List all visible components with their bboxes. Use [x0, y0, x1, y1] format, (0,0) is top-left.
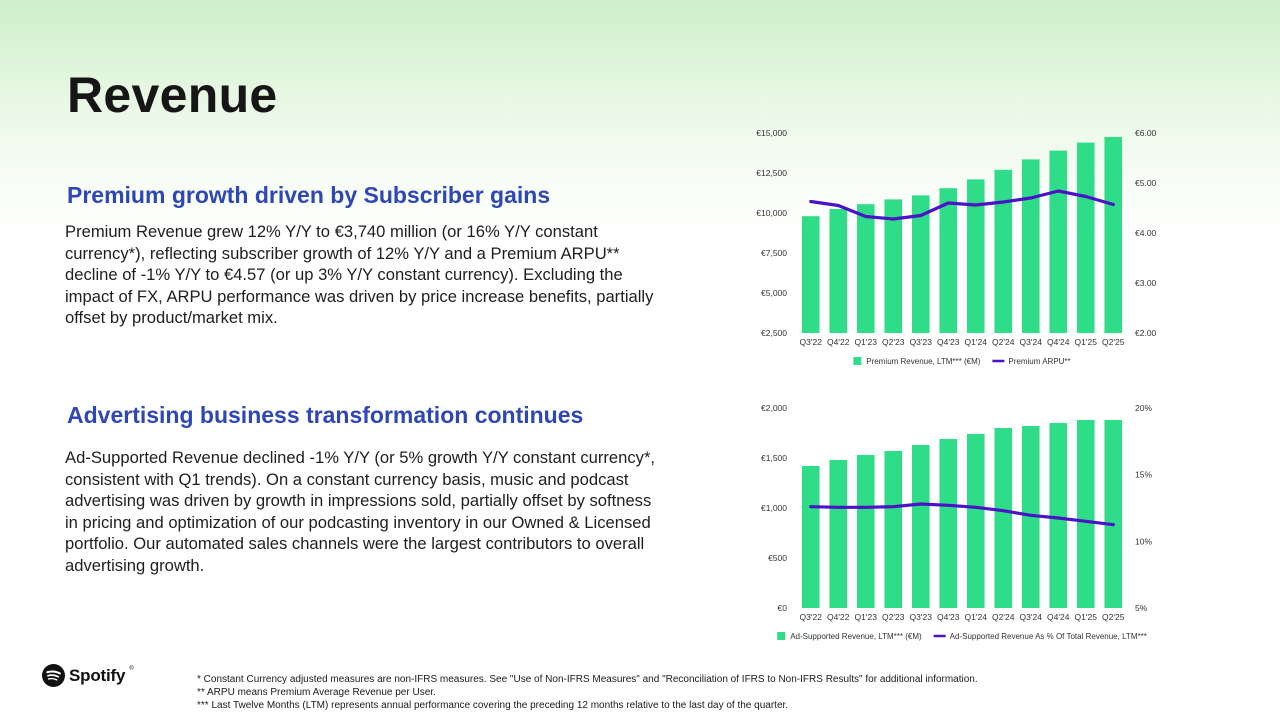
bar — [939, 188, 958, 333]
x-tick-label: Q4'22 — [827, 612, 850, 622]
legend-bar-label: Premium Revenue, LTM*** (€M) — [866, 357, 980, 366]
bar — [801, 466, 820, 608]
y-left-tick-label: €5,000 — [761, 288, 787, 298]
bar — [1104, 137, 1123, 333]
y-left-tick-label: €12,500 — [756, 168, 787, 178]
bar — [856, 204, 875, 333]
bar — [1049, 150, 1068, 333]
y-right-tick-label: 10% — [1135, 536, 1152, 546]
bar — [994, 428, 1013, 608]
y-right-tick-label: €2.00 — [1135, 328, 1157, 338]
legend-line-label: Ad-Supported Revenue As % Of Total Reven… — [950, 632, 1147, 641]
bar — [966, 179, 985, 333]
y-left-tick-label: €15,000 — [756, 128, 787, 138]
x-tick-label: Q4'23 — [937, 337, 960, 347]
spotify-logo-icon — [42, 664, 65, 687]
spotify-logo-wordmark: Spotify — [69, 665, 126, 685]
x-tick-label: Q4'23 — [937, 612, 960, 622]
bar — [1021, 159, 1040, 333]
x-tick-label: Q3'23 — [910, 612, 933, 622]
bar — [1021, 426, 1040, 608]
x-tick-label: Q1'23 — [855, 612, 878, 622]
x-tick-label: Q2'23 — [882, 337, 905, 347]
x-tick-label: Q3'24 — [1020, 612, 1043, 622]
series-line — [809, 189, 1115, 221]
footnote-3: *** Last Twelve Months (LTM) represents … — [197, 700, 789, 711]
y-right-tick-label: 15% — [1135, 470, 1152, 480]
x-tick-label: Q4'22 — [827, 337, 850, 347]
registered-mark: ® — [129, 666, 134, 672]
y-right-tick-label: €5.00 — [1135, 178, 1157, 188]
y-left-tick-label: €500 — [768, 553, 787, 563]
spotify-logo: Spotify ® — [42, 664, 134, 687]
y-right-tick-label: 5% — [1135, 603, 1148, 613]
legend-bar-swatch — [853, 357, 862, 365]
y-right-tick-label: €4.00 — [1135, 228, 1157, 238]
legend-bar-label: Ad-Supported Revenue, LTM*** (€M) — [790, 632, 922, 641]
bar — [1076, 142, 1095, 333]
x-tick-label: Q3'22 — [800, 612, 823, 622]
legend: Ad-Supported Revenue, LTM*** (€M) Ad-Supp… — [777, 632, 1147, 641]
bar — [884, 199, 903, 333]
footnote-2: ** ARPU means Premium Average Revenue pe… — [197, 687, 436, 698]
ads-chart-svg: €2,000 €1,500 €1,000 €500 €0 20% 15% 10% 5% Q3'22… — [761, 403, 1152, 641]
x-tick-label: Q1'24 — [965, 612, 988, 622]
y-left-tick-label: €0 — [778, 603, 788, 613]
x-tick-label: Q1'24 — [965, 337, 988, 347]
premium-chart: €15,000 €12,500 €10,000 €7,500 €5,000 €2,500 €… — [745, 118, 1165, 381]
bar — [801, 216, 820, 333]
bar — [829, 460, 848, 608]
footnote-1: * Constant Currency adjusted measures ar… — [197, 674, 978, 685]
bar — [884, 451, 903, 608]
y-left-tick-label: €1,500 — [761, 453, 787, 463]
x-tick-label: Q2'25 — [1102, 337, 1125, 347]
advertising-body: Ad-Supported Revenue declined -1% Y/Y (o… — [65, 448, 656, 575]
x-tick-label: Q2'24 — [992, 337, 1015, 347]
x-tick-label: Q1'23 — [855, 337, 878, 347]
bar — [829, 209, 848, 333]
x-tick-label: Q4'24 — [1047, 612, 1070, 622]
bar — [1049, 423, 1068, 608]
y-right-tick-label: 20% — [1135, 403, 1152, 413]
y-left-tick-label: €2,000 — [761, 403, 787, 413]
x-tick-label: Q1'25 — [1075, 337, 1098, 347]
advertising-heading: Advertising business transformation cont… — [67, 402, 584, 428]
y-right-tick-label: €6.00 — [1135, 128, 1157, 138]
bar — [856, 455, 875, 608]
bar — [911, 445, 930, 608]
bar — [911, 195, 930, 333]
footnotes: * Constant Currency adjusted measures ar… — [197, 673, 978, 712]
series-line — [809, 502, 1115, 527]
premium-body: Premium Revenue grew 12% Y/Y to €3,740 m… — [65, 222, 654, 327]
bar — [939, 439, 958, 608]
x-tick-label: Q2'23 — [882, 612, 905, 622]
y-left-tick-label: €2,500 — [761, 328, 787, 338]
y-left-tick-label: €7,500 — [761, 248, 787, 258]
bar — [1076, 420, 1095, 608]
y-left-tick-label: €1,000 — [761, 503, 787, 513]
x-tick-label: Q2'24 — [992, 612, 1015, 622]
bar — [994, 169, 1013, 333]
ads-chart: €2,000 €1,500 €1,000 €500 €0 20% 15% 10% 5% Q3'22… — [745, 393, 1165, 656]
x-tick-label: Q2'25 — [1102, 612, 1125, 622]
x-tick-label: Q3'23 — [910, 337, 933, 347]
bar — [1104, 420, 1123, 608]
page-title: Revenue — [67, 67, 278, 123]
legend: Premium Revenue, LTM*** (€M) Premium ARPU… — [853, 357, 1071, 366]
bar — [966, 434, 985, 608]
x-tick-label: Q4'24 — [1047, 337, 1070, 347]
legend-line-label: Premium ARPU** — [1008, 357, 1070, 366]
premium-heading: Premium growth driven by Subscriber gain… — [67, 182, 551, 208]
x-tick-label: Q3'22 — [800, 337, 823, 347]
x-tick-label: Q3'24 — [1020, 337, 1043, 347]
x-tick-label: Q1'25 — [1075, 612, 1098, 622]
legend-bar-swatch — [777, 632, 786, 640]
y-left-tick-label: €10,000 — [756, 208, 787, 218]
y-right-tick-label: €3.00 — [1135, 278, 1157, 288]
premium-chart-svg: €15,000 €12,500 €10,000 €7,500 €5,000 €2,500 €… — [756, 128, 1157, 366]
